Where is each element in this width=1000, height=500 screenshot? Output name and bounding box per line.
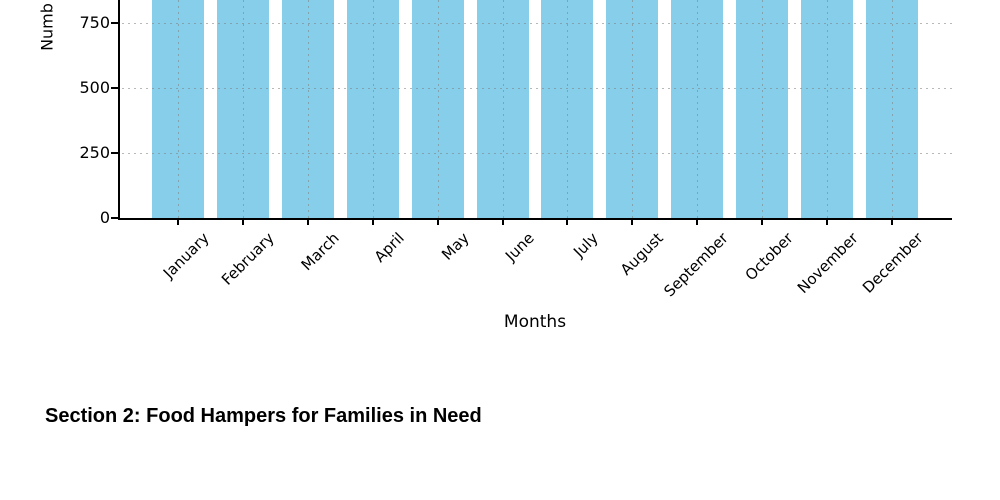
x-tick-mark	[242, 220, 245, 225]
vertical-gridline	[891, 0, 893, 218]
y-tick-label: 750	[79, 13, 110, 32]
y-axis-title: Numb	[37, 3, 57, 51]
y-tick-label: 250	[79, 143, 110, 162]
x-tick-mark	[307, 220, 310, 225]
vertical-gridline	[308, 0, 310, 218]
x-tick-mark	[177, 220, 180, 225]
y-tick-mark	[111, 152, 118, 154]
vertical-gridline	[761, 0, 763, 218]
y-tick-mark	[111, 217, 118, 219]
horizontal-gridline	[122, 88, 952, 89]
y-tick-mark	[111, 22, 118, 24]
vertical-gridline	[567, 0, 569, 218]
y-tick-mark	[111, 87, 118, 89]
y-tick-label: 0	[99, 208, 110, 227]
x-tick-mark	[760, 220, 763, 225]
horizontal-gridline	[122, 23, 952, 24]
x-axis-title: Months	[503, 312, 567, 332]
horizontal-gridline	[122, 153, 952, 154]
x-tick-mark	[436, 220, 439, 225]
vertical-gridline	[178, 0, 180, 218]
x-tick-mark	[696, 220, 699, 225]
vertical-gridline	[826, 0, 828, 218]
x-tick-mark	[501, 220, 504, 225]
y-tick-label: 500	[79, 78, 110, 97]
vertical-gridline	[437, 0, 439, 218]
x-tick-mark	[825, 220, 828, 225]
vertical-gridline	[502, 0, 504, 218]
x-tick-mark	[890, 220, 893, 225]
y-axis-spine	[118, 0, 120, 220]
vertical-gridline	[372, 0, 374, 218]
x-tick-mark	[566, 220, 569, 225]
vertical-gridline	[632, 0, 634, 218]
vertical-gridline	[243, 0, 245, 218]
x-tick-mark	[631, 220, 634, 225]
vertical-gridline	[697, 0, 699, 218]
x-axis-spine	[118, 218, 952, 220]
section-heading: Section 2: Food Hampers for Families in …	[45, 405, 482, 427]
x-tick-mark	[371, 220, 374, 225]
